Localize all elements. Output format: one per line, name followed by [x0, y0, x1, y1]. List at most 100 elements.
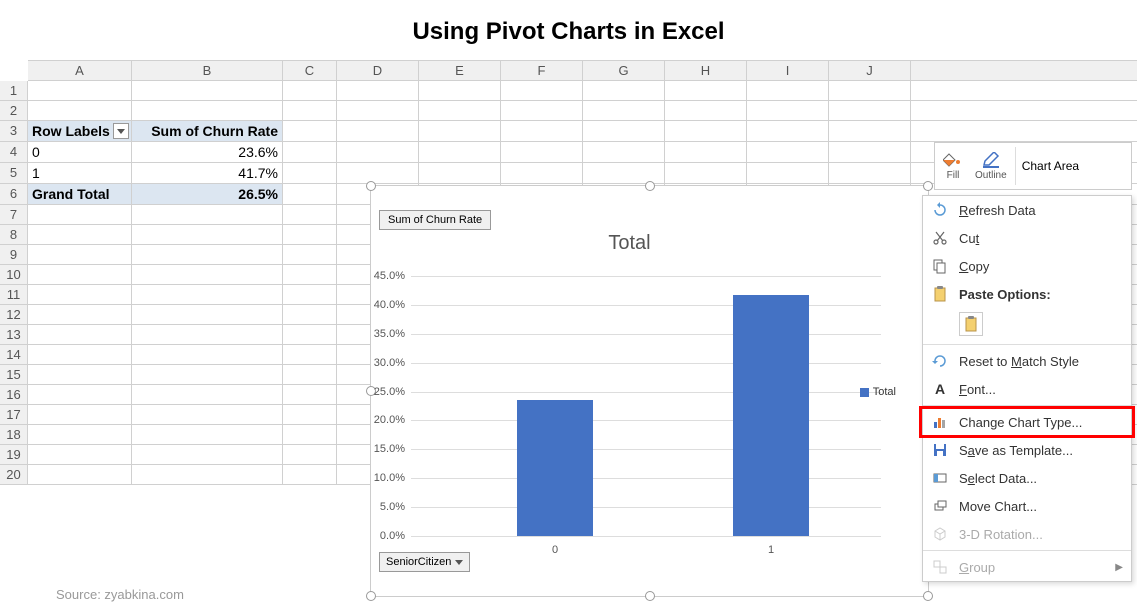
- cell[interactable]: [583, 163, 665, 183]
- row-header[interactable]: 14: [0, 345, 28, 364]
- cell[interactable]: [829, 142, 911, 162]
- cell[interactable]: 26.5%: [132, 184, 283, 204]
- cell[interactable]: [337, 163, 419, 183]
- cell[interactable]: [283, 445, 337, 464]
- column-header[interactable]: C: [283, 61, 337, 80]
- filter-dropdown-button[interactable]: [113, 123, 129, 139]
- cell[interactable]: [665, 121, 747, 141]
- cell[interactable]: [337, 101, 419, 120]
- cell[interactable]: [747, 81, 829, 100]
- cell[interactable]: [132, 265, 283, 284]
- cell[interactable]: [583, 121, 665, 141]
- row-header[interactable]: 8: [0, 225, 28, 244]
- column-header[interactable]: B: [132, 61, 283, 80]
- column-header[interactable]: D: [337, 61, 419, 80]
- cell[interactable]: [283, 121, 337, 141]
- cell[interactable]: 0: [28, 142, 132, 162]
- cell[interactable]: [132, 445, 283, 464]
- cell[interactable]: [747, 101, 829, 120]
- cell[interactable]: [283, 245, 337, 264]
- chart-plot-area[interactable]: 0.0%5.0%10.0%15.0%20.0%25.0%30.0%35.0%40…: [411, 276, 881, 536]
- row-header[interactable]: 9: [0, 245, 28, 264]
- cell[interactable]: [283, 345, 337, 364]
- cell[interactable]: [829, 163, 911, 183]
- cell[interactable]: [132, 325, 283, 344]
- cell[interactable]: [583, 142, 665, 162]
- row-header[interactable]: 15: [0, 365, 28, 384]
- row-header[interactable]: 1: [0, 81, 28, 100]
- cell[interactable]: [132, 285, 283, 304]
- cell[interactable]: Grand Total: [28, 184, 132, 204]
- cell[interactable]: [283, 225, 337, 244]
- menu-item-move-chart[interactable]: Move Chart...: [923, 492, 1131, 520]
- cell[interactable]: 41.7%: [132, 163, 283, 183]
- cell[interactable]: [28, 425, 132, 444]
- menu-item-font[interactable]: AFont...: [923, 375, 1131, 403]
- cell[interactable]: [283, 163, 337, 183]
- cell[interactable]: [501, 142, 583, 162]
- cell[interactable]: [283, 405, 337, 424]
- cell[interactable]: [283, 265, 337, 284]
- cell[interactable]: [337, 121, 419, 141]
- resize-handle[interactable]: [366, 181, 376, 191]
- resize-handle[interactable]: [366, 591, 376, 601]
- cell[interactable]: [28, 325, 132, 344]
- row-header[interactable]: 6: [0, 184, 28, 204]
- cell[interactable]: Sum of Churn Rate: [132, 121, 283, 141]
- cell[interactable]: [132, 205, 283, 224]
- cell[interactable]: [419, 142, 501, 162]
- cell[interactable]: [501, 163, 583, 183]
- cell[interactable]: [419, 81, 501, 100]
- cell[interactable]: [665, 101, 747, 120]
- row-header[interactable]: 12: [0, 305, 28, 324]
- cell[interactable]: [28, 245, 132, 264]
- cell[interactable]: [132, 305, 283, 324]
- cell[interactable]: [132, 245, 283, 264]
- cell[interactable]: [132, 385, 283, 404]
- cell[interactable]: [283, 325, 337, 344]
- row-header[interactable]: 7: [0, 205, 28, 224]
- cell[interactable]: [28, 285, 132, 304]
- column-header[interactable]: G: [583, 61, 665, 80]
- column-header[interactable]: H: [665, 61, 747, 80]
- column-header[interactable]: A: [28, 61, 132, 80]
- row-header[interactable]: 4: [0, 142, 28, 162]
- cell[interactable]: [132, 225, 283, 244]
- cell[interactable]: [28, 101, 132, 120]
- cell[interactable]: [419, 101, 501, 120]
- cell[interactable]: [829, 81, 911, 100]
- row-header[interactable]: 19: [0, 445, 28, 464]
- column-header[interactable]: F: [501, 61, 583, 80]
- outline-button[interactable]: Outline: [971, 150, 1011, 183]
- cell[interactable]: [583, 81, 665, 100]
- cell[interactable]: [283, 425, 337, 444]
- cell[interactable]: [665, 142, 747, 162]
- row-header[interactable]: 13: [0, 325, 28, 344]
- cell[interactable]: [28, 385, 132, 404]
- cell[interactable]: [501, 81, 583, 100]
- cell[interactable]: [283, 285, 337, 304]
- menu-item-copy[interactable]: Copy: [923, 252, 1131, 280]
- menu-item-paste[interactable]: Paste Options:: [923, 280, 1131, 308]
- row-header[interactable]: 18: [0, 425, 28, 444]
- cell[interactable]: [28, 365, 132, 384]
- chart-bar[interactable]: [517, 400, 593, 536]
- chart-legend-field-button[interactable]: Sum of Churn Rate: [379, 210, 491, 230]
- cell[interactable]: [28, 465, 132, 484]
- menu-item-cut[interactable]: Cut: [923, 224, 1131, 252]
- menu-item-select-data[interactable]: Select Data...: [923, 464, 1131, 492]
- cell[interactable]: [283, 101, 337, 120]
- cell[interactable]: [28, 225, 132, 244]
- cell[interactable]: [501, 121, 583, 141]
- cell[interactable]: [747, 121, 829, 141]
- chart-bar[interactable]: [733, 295, 809, 536]
- cell[interactable]: [28, 265, 132, 284]
- column-header[interactable]: J: [829, 61, 911, 80]
- chart-axis-field-button[interactable]: SeniorCitizen: [379, 552, 470, 572]
- cell[interactable]: [283, 385, 337, 404]
- row-header[interactable]: 16: [0, 385, 28, 404]
- cell[interactable]: [28, 445, 132, 464]
- column-header[interactable]: E: [419, 61, 501, 80]
- resize-handle[interactable]: [923, 181, 933, 191]
- cell[interactable]: [132, 345, 283, 364]
